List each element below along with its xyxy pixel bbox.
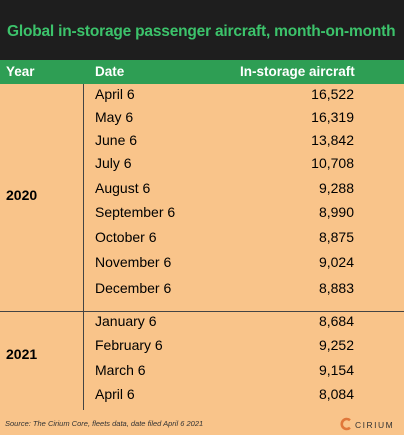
date-cell: January 6: [95, 313, 157, 329]
table-row: July 6 10,708: [0, 155, 404, 177]
table-row: December 6 8,883: [0, 280, 404, 302]
value-cell: 13,842: [311, 132, 354, 148]
value-cell: 9,252: [318, 337, 354, 353]
value-cell: 8,883: [318, 280, 354, 296]
table-row: April 6 16,522: [0, 86, 404, 108]
cirium-logo-icon: [340, 417, 351, 431]
date-cell: September 6: [95, 204, 176, 220]
title-bar: Global in-storage passenger aircraft, mo…: [0, 0, 404, 60]
table-row: November 6 9,024: [0, 254, 404, 276]
date-cell: November 6: [95, 254, 172, 270]
date-cell: February 6: [95, 337, 163, 353]
value-cell: 8,084: [318, 386, 354, 402]
date-cell: July 6: [95, 155, 132, 171]
value-cell: 8,684: [318, 313, 354, 329]
date-cell: August 6: [95, 180, 151, 196]
value-cell: 9,024: [318, 254, 354, 270]
year-label: 2021: [6, 346, 38, 362]
header-in-storage-aircraft: In-storage aircraft: [240, 64, 355, 79]
date-cell: December 6: [95, 280, 172, 296]
table-row: February 6 9,252: [0, 337, 404, 359]
value-cell: 16,319: [311, 109, 354, 125]
value-cell: 8,990: [318, 204, 354, 220]
value-cell: 8,875: [318, 229, 354, 245]
table-row: June 6 13,842: [0, 132, 404, 154]
header-year: Year: [6, 64, 35, 79]
table-row: April 6 8,084: [0, 386, 404, 408]
value-cell: 9,288: [318, 180, 354, 196]
value-cell: 10,708: [311, 155, 354, 171]
date-cell: May 6: [95, 109, 134, 125]
table-row: May 6 16,319: [0, 109, 404, 131]
source-note: Source: The Cirium Core, fleets data, da…: [5, 419, 204, 428]
table-row: October 6 8,875: [0, 229, 404, 251]
date-cell: April 6: [95, 386, 135, 402]
table-row: August 6 9,288: [0, 180, 404, 202]
logo-text: CIRIUM: [355, 420, 395, 430]
year-divider: [0, 311, 404, 312]
value-cell: 16,522: [311, 86, 354, 102]
table-header: Year Date In-storage aircraft: [0, 60, 404, 84]
date-cell: October 6: [95, 229, 157, 245]
year-label: 2020: [6, 187, 38, 203]
date-cell: April 6: [95, 86, 135, 102]
date-cell: June 6: [95, 132, 138, 148]
table-row: September 6 8,990: [0, 204, 404, 226]
table-row: March 6 9,154: [0, 362, 404, 384]
header-date: Date: [95, 64, 125, 79]
date-cell: March 6: [95, 362, 146, 378]
column-divider: [83, 84, 84, 410]
value-cell: 9,154: [318, 362, 354, 378]
table-row: January 6 8,684: [0, 313, 404, 335]
table-title: Global in-storage passenger aircraft, mo…: [7, 23, 396, 40]
